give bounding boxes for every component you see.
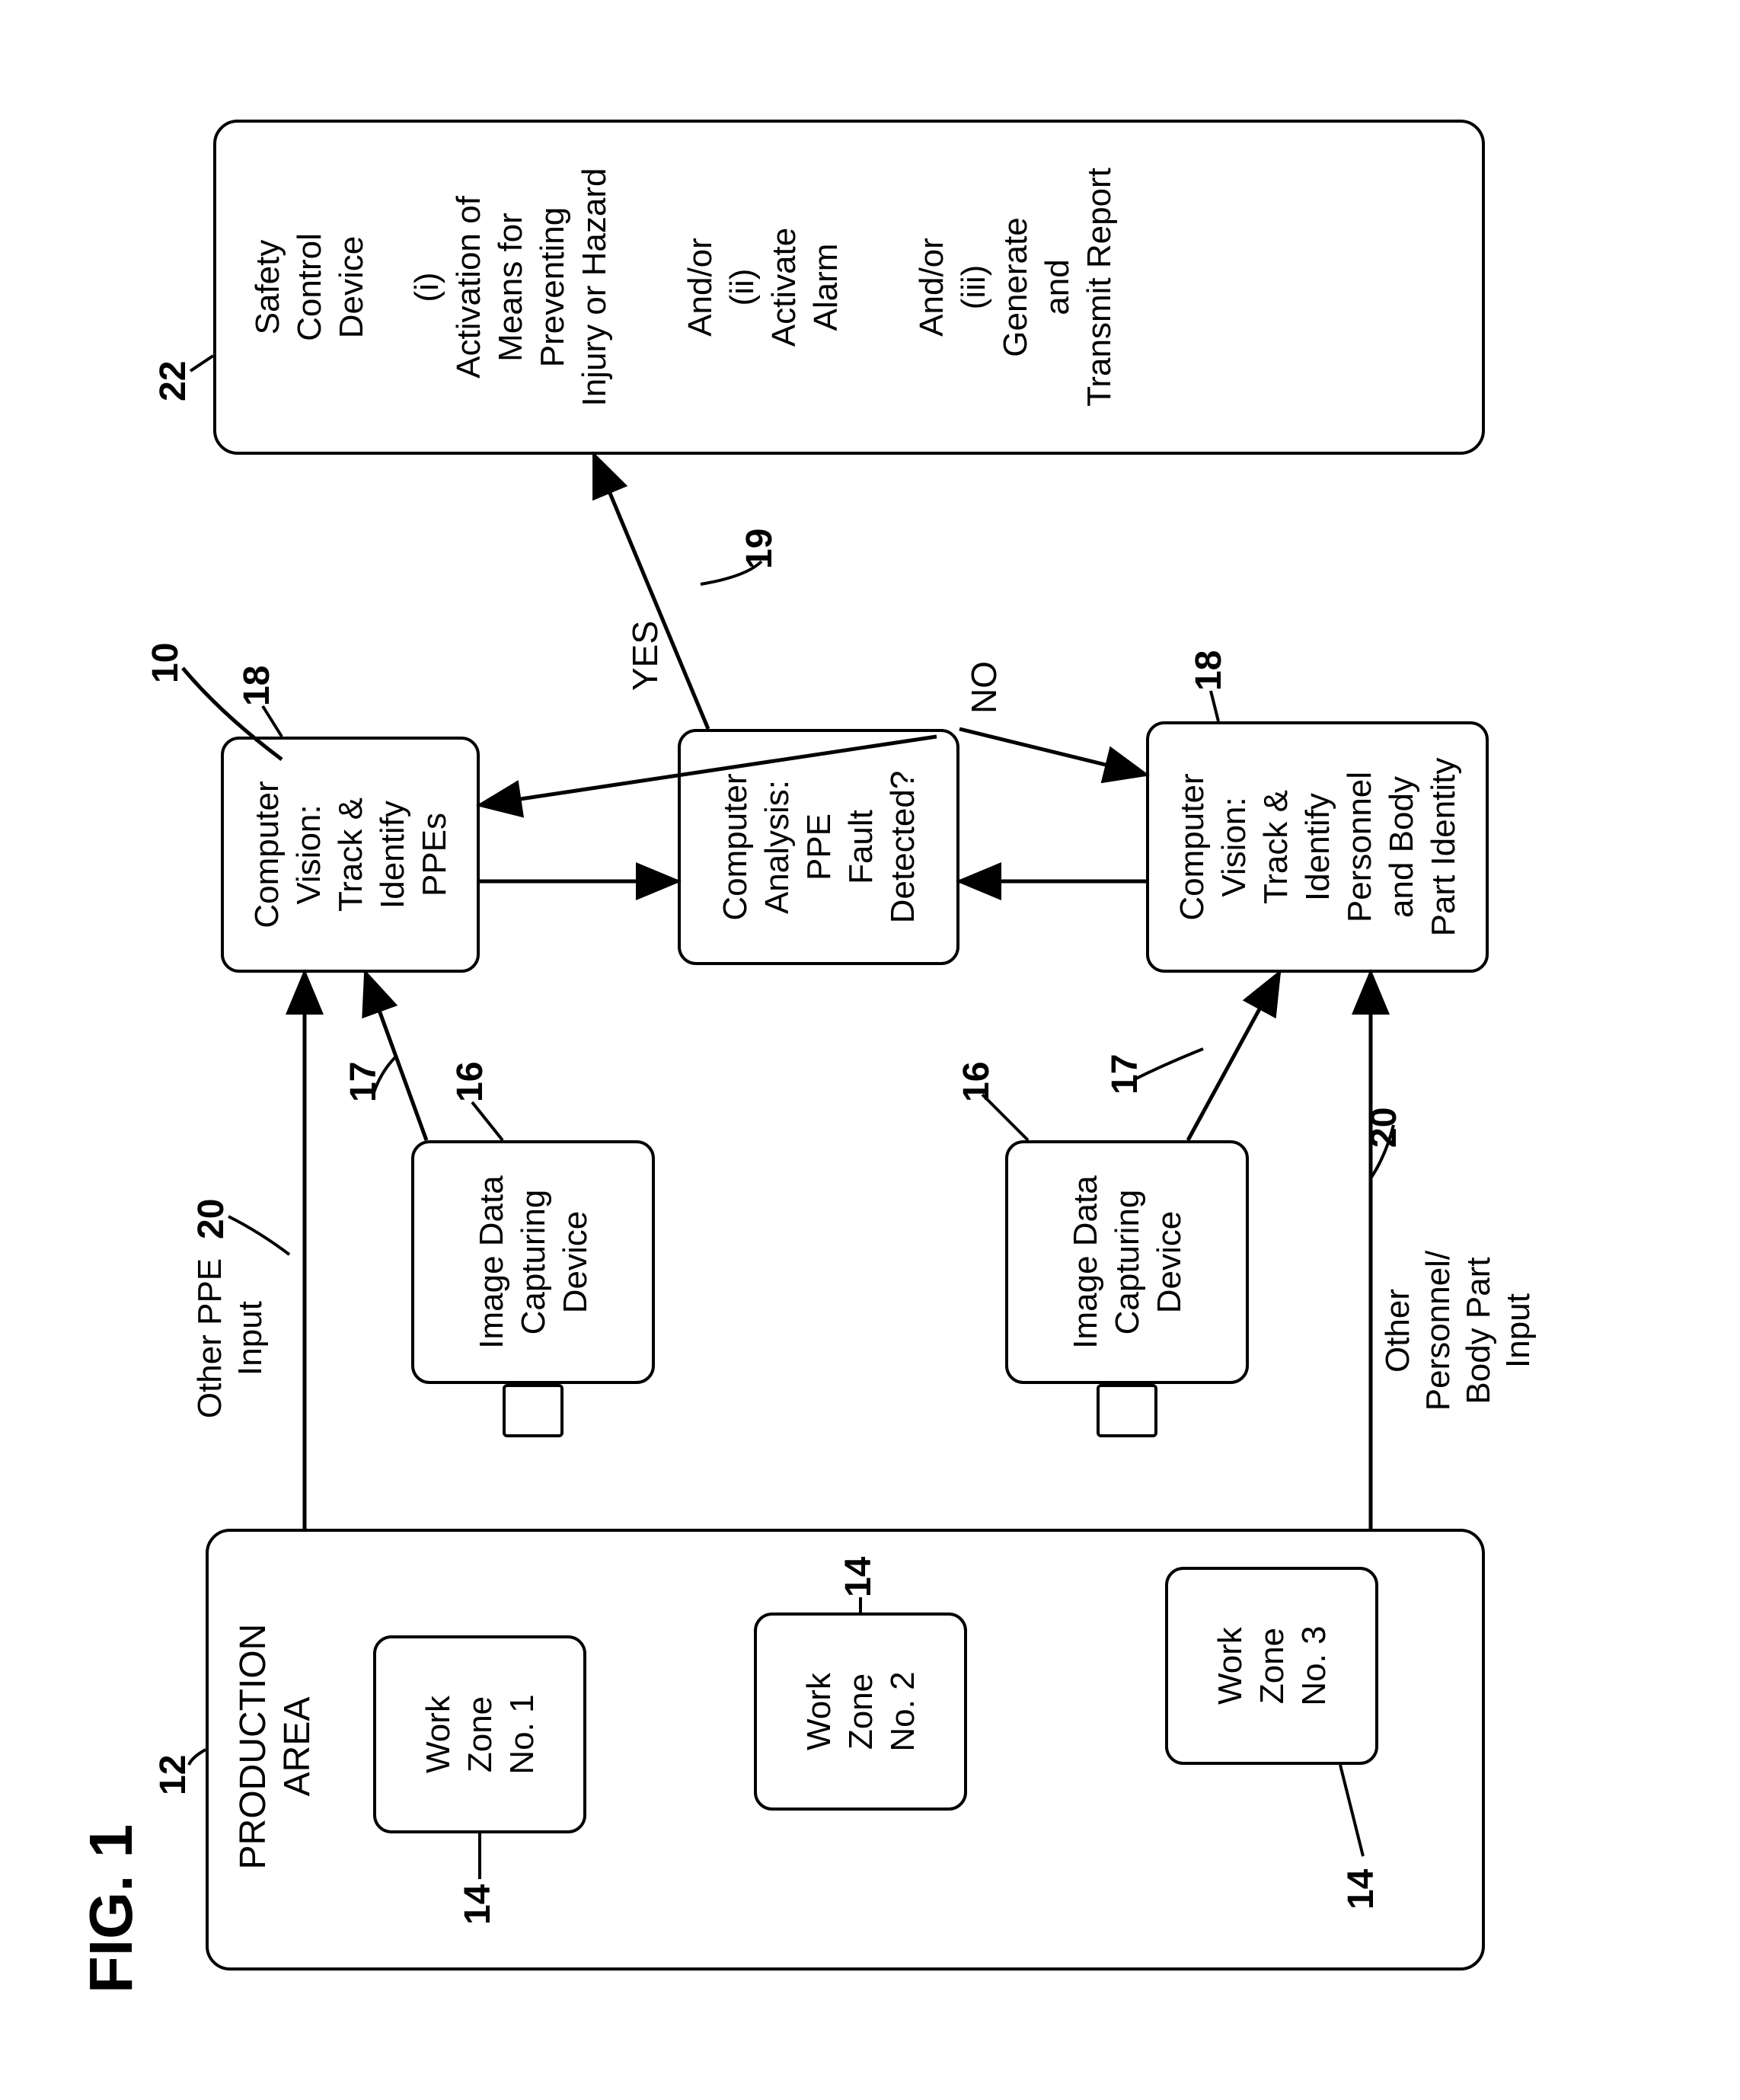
an-l5: Detected? [882,771,924,924]
image-device-2: Image Data Capturing Device [1005,1140,1249,1384]
an-l1: Computer [714,773,756,920]
cvppe-l3: Track & [330,797,372,912]
cvp-l4: Identify [1297,793,1339,901]
ref-14c: 14 [1340,1869,1382,1910]
opers-l3: Body Part [1460,1257,1497,1404]
cvp-l5: Personnel [1339,772,1381,922]
scd-title: Safety Control Device [247,233,372,341]
ref-17a: 17 [343,1062,385,1102]
yes-label: YES [624,621,666,691]
cvp-l2: Vision: [1213,797,1255,897]
an-l3: PPE [798,813,840,881]
imgdev1-l1: Image Data [471,1175,512,1348]
scd-ii-l0: And/or [679,238,721,337]
safety-control-device: Safety Control Device (i) Activation of … [213,120,1485,455]
other-personnel-input-label: Other Personnel/ Body Part Input [1378,1224,1539,1437]
an-l4: Fault [840,810,882,884]
ref-12: 12 [152,1755,194,1795]
cv-ppe-box: Computer Vision: Track & Identify PPEs [221,737,480,973]
work-zone-1: Work Zone No. 1 [373,1635,586,1833]
wz1-l3: No. 1 [501,1694,543,1774]
ref-14a: 14 [457,1884,499,1925]
production-area-title: PRODUCTION AREA [231,1617,319,1876]
opers-l4: Input [1499,1293,1537,1368]
scd-iii-l4: Transmit Report [1078,168,1120,407]
scd-i-l1: (i) [406,272,448,302]
scd-section-iii: And/or (iii) Generate and Transmit Repor… [911,168,1120,407]
scd-iii-l2: Generate [995,217,1036,356]
ref-14b: 14 [838,1557,880,1597]
imgdev1-l2: Capturing [512,1190,554,1335]
ref-18b: 18 [1188,650,1230,691]
ref-22: 22 [152,361,194,401]
imgdev2-l2: Capturing [1106,1190,1148,1335]
wz1-l2: Zone [459,1696,501,1772]
work-zone-2: Work Zone No. 2 [754,1613,967,1811]
scd-section-ii: And/or (ii) Activate Alarm [679,228,847,347]
prod-title-line2: AREA [277,1697,318,1797]
analysis-box: Computer Analysis: PPE Fault Detected? [678,729,959,965]
ref-16b: 16 [956,1062,998,1102]
ref-20a: 20 [190,1199,232,1239]
work-zone-3: Work Zone No. 3 [1165,1567,1378,1765]
wz3-l3: No. 3 [1293,1625,1335,1705]
image-device-1: Image Data Capturing Device [411,1140,655,1384]
prod-title-line1: PRODUCTION [233,1624,273,1870]
wz2-l3: No. 2 [882,1671,924,1751]
an-l2: Analysis: [756,780,798,914]
scd-i-l5: Injury or Hazard [573,168,615,407]
wz3-l2: Zone [1251,1628,1293,1704]
cvppe-l2: Vision: [288,804,330,904]
scd-title-l3: Device [330,236,372,339]
cvp-l6: and Body [1381,776,1422,918]
no-label: NO [963,661,1004,714]
camera-stem-2 [1097,1384,1157,1437]
scd-section-i: (i) Activation of Means for Preventing I… [406,168,615,407]
scd-title-l1: Safety [247,240,289,335]
scd-ii-l1: (ii) [721,269,763,306]
oppe-l2: Input [231,1301,269,1376]
wz1-l1: Work [417,1696,459,1773]
imgdev1-l3: Device [554,1211,596,1314]
figure-label: FIG. 1 [76,1824,146,1993]
wz2-l1: Work [798,1673,840,1750]
imgdev2-l1: Image Data [1065,1175,1106,1348]
cvp-l7: Part Identity [1422,758,1464,937]
scd-iii-l0: And/or [911,238,953,337]
wz2-l2: Zone [840,1673,882,1750]
scd-title-l2: Control [289,233,330,341]
ref-18a: 18 [236,666,278,706]
wz3-l1: Work [1209,1627,1251,1705]
scd-iii-l3: and [1036,259,1078,315]
cvppe-l4: Identify [372,801,413,909]
cv-personnel-box: Computer Vision: Track & Identify Person… [1146,721,1489,973]
cvppe-l1: Computer [246,781,288,928]
ref-20b: 20 [1363,1108,1405,1148]
ref-16a: 16 [449,1062,491,1102]
opers-l2: Personnel/ [1419,1251,1457,1411]
scd-i-l4: Preventing [532,207,573,367]
opers-l1: Other [1379,1289,1416,1373]
cvppe-l5: PPEs [413,813,455,897]
ref-10: 10 [145,643,187,683]
cvp-l1: Computer [1171,773,1213,920]
camera-stem-1 [503,1384,564,1437]
scd-ii-l2: Activate [763,228,805,347]
oppe-l1: Other PPE [191,1258,228,1418]
scd-i-l2: Activation of [448,196,490,379]
ref-17b: 17 [1104,1054,1146,1095]
scd-ii-l3: Alarm [805,244,847,331]
scd-iii-l1: (iii) [953,265,995,310]
scd-i-l3: Means for [490,213,532,362]
ref-19: 19 [739,529,781,569]
cvp-l3: Track & [1255,790,1297,904]
imgdev2-l3: Device [1148,1211,1190,1314]
other-ppe-input-label: Other PPE Input [190,1239,271,1437]
